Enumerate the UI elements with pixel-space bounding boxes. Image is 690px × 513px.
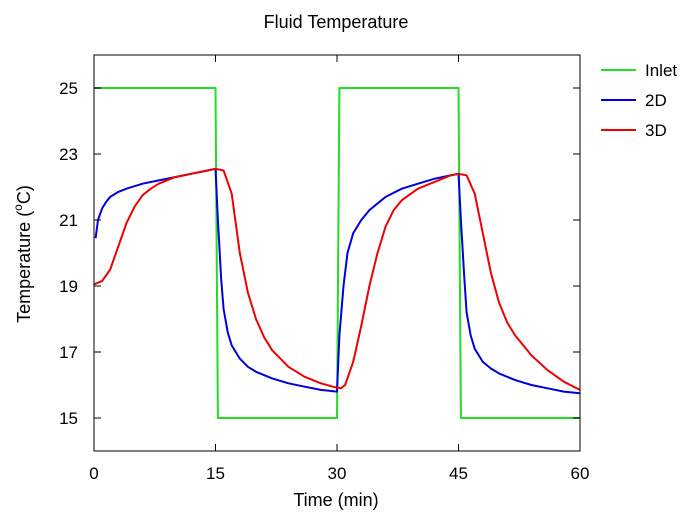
y-axis-label-part: C) [14,185,34,204]
y-tick-label: 19 [59,277,78,296]
legend-label-3d: 3D [645,121,667,140]
y-axis-label: Temperature (oC) [11,185,34,323]
plot-area [93,54,581,452]
x-tick-label: 0 [89,464,98,483]
x-axis-label: Time (min) [293,490,378,510]
series-line-2d [94,167,581,395]
series-line-3d [93,167,581,391]
x-tick-label: 60 [571,464,590,483]
y-tick-label: 25 [59,79,78,98]
y-tick-label: 17 [59,343,78,362]
x-tick-label: 15 [206,464,225,483]
y-tick-label: 23 [59,145,78,164]
y-tick-label: 15 [59,409,78,428]
legend: Inlet 2D 3D [601,61,677,140]
legend-label-2d: 2D [645,91,667,110]
y-axis-label-superscript: o [11,204,25,211]
chart-title: Fluid Temperature [264,12,409,32]
legend-label-inlet: Inlet [645,61,677,80]
y-axis-label-part: Temperature ( [14,211,34,323]
x-tick-label: 30 [328,464,347,483]
y-axis: 15 17 19 21 23 25 [59,79,580,428]
y-tick-label: 21 [59,211,78,230]
x-tick-label: 45 [449,464,468,483]
series-line-inlet [94,87,580,419]
x-axis: 0 15 30 45 60 [89,55,589,483]
